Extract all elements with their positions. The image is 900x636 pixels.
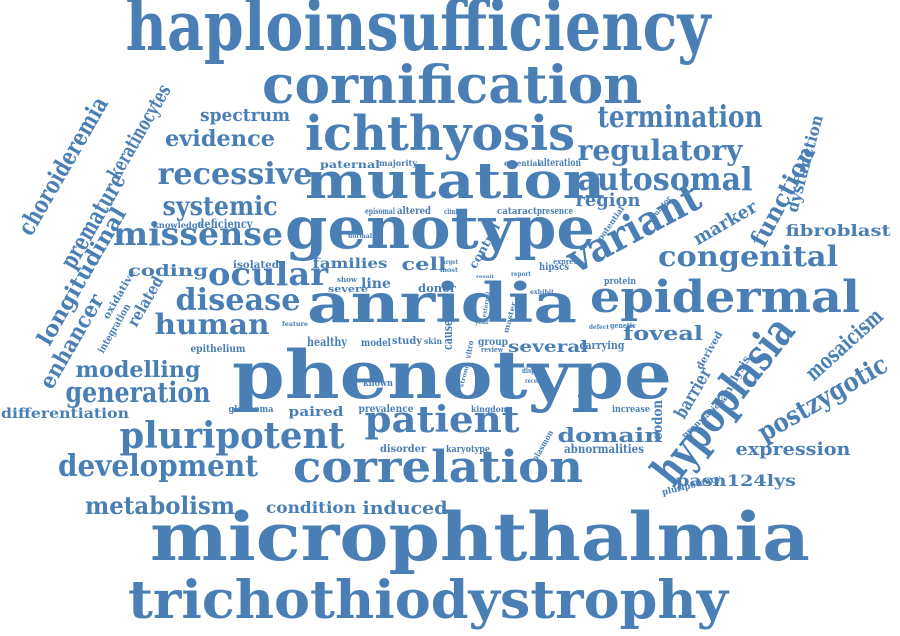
word-anridia: anridia xyxy=(307,271,577,335)
word-cause: cause xyxy=(441,320,456,350)
word-cataract: cataract xyxy=(497,207,538,217)
word-alteration: alteration xyxy=(539,158,582,169)
word-normal: normal xyxy=(348,233,373,240)
word-development: development xyxy=(58,449,258,484)
word-correlation: correlation xyxy=(293,442,583,493)
word-congenital: congenital xyxy=(658,240,838,273)
word-coding: coding xyxy=(128,261,208,280)
word-defect: defect xyxy=(589,324,609,331)
word-stem: stem xyxy=(574,367,595,407)
word-domain: domain xyxy=(558,423,664,447)
word-genotype: genotype xyxy=(285,194,595,262)
word-review: review xyxy=(481,345,504,354)
word-paired: paired xyxy=(289,405,344,420)
word-induced: induced xyxy=(363,498,448,519)
word-increase: increase xyxy=(612,405,650,415)
word-model: model xyxy=(361,338,391,349)
word-paternal: paternal xyxy=(320,160,380,171)
word-regulatory: regulatory xyxy=(578,134,744,167)
word-essential: essential xyxy=(504,158,540,168)
word-cell: cell xyxy=(402,254,447,275)
word-condition: condition xyxy=(266,498,356,517)
word-deficiency: deficiency xyxy=(198,217,254,231)
word-expression: expression xyxy=(736,439,851,460)
word-differentiation: differentiation xyxy=(1,406,129,422)
word-known: known xyxy=(363,379,393,389)
word-pluripotent: pluripotent xyxy=(120,415,345,457)
word-disease: disease xyxy=(176,283,301,318)
word-fibroblast: fibroblast xyxy=(786,221,892,240)
word-microphthalmia: microphthalmia xyxy=(150,498,810,576)
word-most: most xyxy=(440,267,458,274)
word-pasn124lys: pasn124lys xyxy=(676,471,796,490)
word-donor: donor xyxy=(418,282,456,295)
word-kingdom: kingdom xyxy=(471,404,510,414)
word-vitro: vitro xyxy=(462,339,475,360)
word-express: express xyxy=(553,257,581,266)
word-metabolism: metabolism xyxy=(85,491,235,520)
word-modelling: modelling xyxy=(76,357,201,383)
word-severe: severe xyxy=(328,285,368,295)
word-disorder: disorder xyxy=(380,444,427,455)
word-abnormalities: abnormalities xyxy=(564,442,644,456)
word-systemic: systemic xyxy=(163,192,278,222)
word-recent: recent xyxy=(525,378,543,385)
word-patient: patient xyxy=(365,399,520,441)
word-prevalence: prevalence xyxy=(359,404,414,415)
word-line: line xyxy=(361,276,391,292)
word-clinical: clinical xyxy=(444,207,466,216)
word-year: year xyxy=(474,319,490,326)
word-exhibit: exhibit xyxy=(530,289,554,296)
word-termination: termination xyxy=(598,100,763,135)
word-healthy: healthy xyxy=(307,335,348,349)
word-foveal: foveal xyxy=(623,321,703,345)
word-human: human xyxy=(155,308,270,341)
word-cornification: cornification xyxy=(262,55,642,116)
word-hipscs: hipscs xyxy=(539,262,569,273)
word-autosomal: autosomal xyxy=(578,160,753,198)
word-presence: presence xyxy=(537,207,573,217)
word-knowledge: knowledge xyxy=(153,220,203,230)
word-spectrum: spectrum xyxy=(200,105,290,126)
word-target: target xyxy=(440,259,458,266)
word-study: study xyxy=(392,336,423,347)
word-carrying: carrying xyxy=(580,339,625,352)
word-epithelium: epithelium xyxy=(191,344,246,355)
word-haploinsufficiency: haploinsufficiency xyxy=(126,0,713,67)
word-result: result xyxy=(476,274,495,280)
word-group: group xyxy=(478,337,508,348)
word-report: report xyxy=(511,271,531,278)
word-show: show xyxy=(337,275,358,284)
word-recessive: recessive xyxy=(158,157,313,192)
word-several: several xyxy=(508,337,588,356)
word-region: region xyxy=(576,190,641,211)
word-protein: protein xyxy=(604,277,636,287)
word-epidermal: epidermal xyxy=(590,272,860,323)
word-mutation: mutation xyxy=(305,151,605,210)
word-evidence: evidence xyxy=(165,126,275,152)
word-external: external xyxy=(481,291,493,318)
word-skin: skin xyxy=(424,336,442,346)
word-karyotype: karyotype xyxy=(446,445,490,455)
word-ocular: ocular xyxy=(208,255,329,293)
word-episomal: episomal xyxy=(365,206,395,216)
word-genetic: genetic xyxy=(610,321,636,330)
word-glaucoma: glaucoma xyxy=(229,405,274,415)
word-generation: generation xyxy=(66,376,211,409)
word-isolated: isolated xyxy=(233,260,279,271)
word-missense: missense xyxy=(113,215,283,253)
word-codon: codon xyxy=(650,400,666,440)
word-display: display xyxy=(522,366,545,375)
word-majority: majority xyxy=(379,158,417,168)
word-altered: altered xyxy=(397,206,431,217)
word-feature: feature xyxy=(282,321,308,328)
word-ichthyosis: ichthyosis xyxy=(305,106,575,162)
word-phenotype: phenotype xyxy=(232,336,672,414)
word-families: families xyxy=(313,256,388,272)
word-trichothiodystrophy: trichothiodystrophy xyxy=(128,570,730,631)
